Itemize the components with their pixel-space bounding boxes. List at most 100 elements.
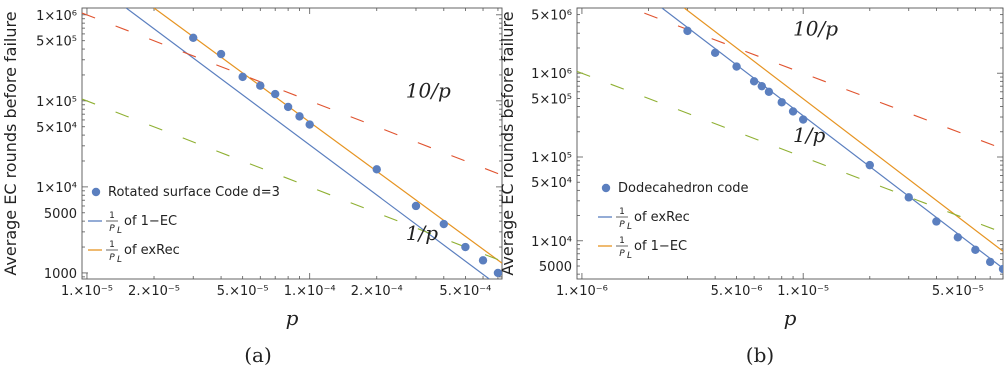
annotation-label: 1/p <box>406 221 438 245</box>
tick-marks <box>82 8 502 279</box>
y-tick-label: 1×10⁴ <box>531 235 572 250</box>
legend-text: of exRec <box>634 210 690 225</box>
annotation-label: 10/p <box>406 78 451 102</box>
legend-frac-subscript: L <box>117 226 122 236</box>
legend-frac-numerator: 1 <box>109 240 115 250</box>
series-line-of-1-ec <box>683 8 1003 252</box>
plot-frame <box>81 7 503 280</box>
data-point <box>953 233 963 242</box>
y-tick-label: 5×10⁵ <box>36 35 77 50</box>
x-axis-label: p <box>286 306 299 330</box>
y-tick-label: 1×10⁵ <box>531 151 572 166</box>
data-point <box>777 98 786 107</box>
legend-frac-denominator: P <box>109 253 115 263</box>
legend-text: Dodecahedron code <box>618 181 749 196</box>
data-point <box>461 242 470 252</box>
legend-text: of 1−EC <box>124 214 177 229</box>
data-point <box>270 89 280 99</box>
legend-frac-numerator: 1 <box>109 211 115 221</box>
plot-area <box>577 8 1003 274</box>
x-tick-label: 1.×10⁻⁴ <box>284 284 336 299</box>
data-point <box>372 165 381 174</box>
data-point <box>439 219 449 229</box>
x-tick-label: 1.×10⁻⁵ <box>777 284 829 299</box>
data-point <box>683 26 692 36</box>
y-tick-label: 5000 <box>44 207 77 222</box>
data-point <box>478 256 488 265</box>
legend-frac-denominator: P <box>109 224 115 234</box>
legend-frac-subscript: L <box>627 222 632 232</box>
x-tick-label: 2.×10⁻⁴ <box>351 284 403 299</box>
data-point <box>757 81 766 91</box>
series-line-10-p <box>629 8 1003 150</box>
legend-frac-subscript: L <box>627 251 632 261</box>
series-line-of-exrec <box>153 8 502 264</box>
data-point <box>493 268 502 278</box>
data-point <box>710 48 720 58</box>
series-line-of-exrec <box>661 8 1003 269</box>
x-tick-label: 1.×10⁻⁶ <box>556 284 608 299</box>
data-point <box>985 257 995 267</box>
data-point <box>749 77 759 86</box>
data-point <box>256 81 265 90</box>
data-point <box>904 193 913 202</box>
y-axis-label: Average EC rounds before failure <box>498 11 517 275</box>
plot-frame <box>576 7 1004 280</box>
data-point <box>216 49 226 59</box>
y-tick-label: 1×10⁶ <box>531 67 572 82</box>
data-point <box>189 33 198 43</box>
x-tick-label: 5.×10⁻⁵ <box>932 284 984 299</box>
x-tick-label: 5.×10⁻⁶ <box>711 284 763 299</box>
data-point <box>283 102 293 112</box>
data-point <box>971 245 980 255</box>
legend-frac-numerator: 1 <box>619 236 625 246</box>
data-point <box>798 115 808 124</box>
y-tick-label: 5×10⁵ <box>531 92 572 107</box>
data-point <box>865 160 874 170</box>
legend-text: of exRec <box>124 243 180 258</box>
y-tick-label: 5×10⁶ <box>531 9 572 24</box>
panel-b: 1.×10⁻⁶ 5.×10⁻⁶ 1.×10⁻⁵ 5.×10⁻⁵ 5000 1×10⁴ 5×1… <box>498 7 1004 367</box>
annotation-label: 10/p <box>793 17 838 41</box>
x-tick-label: 5.×10⁻⁴ <box>439 284 491 299</box>
data-point <box>788 107 798 116</box>
legend-marker-dot <box>601 183 611 193</box>
x-tick-label: 1.×10⁻⁵ <box>61 284 113 299</box>
data-point <box>764 87 774 96</box>
series-line-1-p <box>82 98 502 262</box>
x-tick-label: 2.×10⁻⁵ <box>128 284 180 299</box>
y-tick-label: 1×10⁵ <box>36 95 77 110</box>
plot-area <box>82 8 502 279</box>
data-point <box>411 201 421 211</box>
data-point <box>732 62 741 71</box>
panel-a: 1.×10⁻⁵ 2.×10⁻⁵ 5.×10⁻⁵ 1.×10⁻⁴ 2.×10⁻⁴ 5.×10… <box>1 7 503 367</box>
x-axis-label: p <box>784 306 797 330</box>
tick-marks <box>577 7 1004 279</box>
annotation-label: 1/p <box>793 123 825 147</box>
legend-frac-denominator: P <box>619 249 625 259</box>
legend-frac-numerator: 1 <box>619 207 625 217</box>
data-point <box>932 217 941 226</box>
legend-text: of 1−EC <box>634 239 687 254</box>
legend-text: Rotated surface Code d=3 <box>108 185 280 200</box>
y-tick-label: 1×10⁶ <box>36 9 77 24</box>
series-line-10-p <box>82 12 502 176</box>
x-tick-label: 5.×10⁻⁵ <box>217 284 269 299</box>
data-point <box>238 72 247 82</box>
y-tick-label: 5×10⁴ <box>531 176 572 191</box>
y-tick-label: 1000 <box>44 267 77 282</box>
data-point <box>295 112 304 121</box>
panel-caption: (a) <box>244 343 272 367</box>
y-tick-label: 1×10⁴ <box>36 181 77 196</box>
legend-marker-dot <box>91 187 101 197</box>
data-point <box>305 120 314 129</box>
data-point <box>998 264 1003 274</box>
legend-frac-subscript: L <box>117 255 122 265</box>
legend-frac-denominator: P <box>619 220 625 230</box>
series-line-1-p <box>577 70 1003 234</box>
y-axis-label: Average EC rounds before failure <box>1 11 20 275</box>
y-tick-label: 5×10⁴ <box>36 121 77 136</box>
